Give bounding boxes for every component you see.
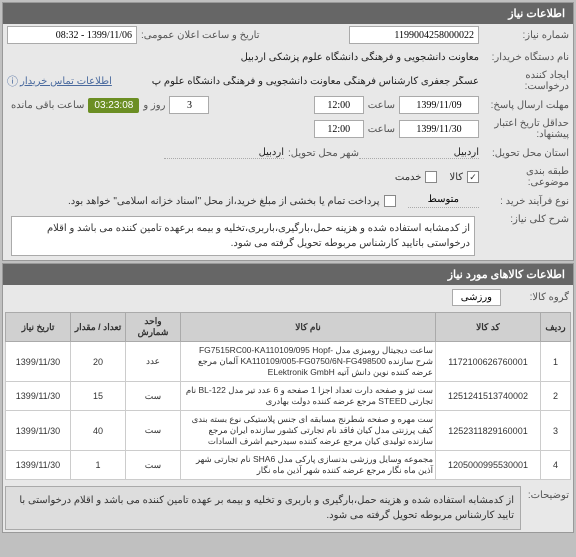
buyer-label: نام دستگاه خریدار: <box>479 52 569 63</box>
need-number-label: شماره نیاز: <box>479 30 569 41</box>
cell-code: 1252311829160001 <box>436 411 541 451</box>
creator-value: عسگر جعفری کارشناس فرهنگی معاونت دانشجوی… <box>112 76 479 87</box>
table-row[interactable]: 41205000995530001مجموعه وسایل ورزشی بدنس… <box>6 451 571 480</box>
cell-date: 1399/11/30 <box>6 382 71 411</box>
countdown-timer: 03:23:08 <box>88 98 139 113</box>
cell-unit: ست <box>126 451 181 480</box>
service-checkbox-item[interactable]: خدمت <box>395 171 438 183</box>
service-checkbox-label: خدمت <box>395 172 422 183</box>
service-checkbox[interactable] <box>425 171 437 183</box>
days-label: روز و <box>139 100 169 111</box>
group-value: ورزشی <box>452 289 501 306</box>
cell-idx: 2 <box>541 382 571 411</box>
process-label: نوع فرآیند خرید : <box>479 196 569 207</box>
process-checkbox[interactable] <box>384 195 396 207</box>
creator-label: ایجاد کننده درخواست: <box>479 70 569 92</box>
city-label: شهر محل تحویل: <box>284 148 359 159</box>
cell-idx: 1 <box>541 342 571 382</box>
process-desc: پرداخت تمام یا بخشی از مبلغ خرید،از محل … <box>68 196 380 207</box>
table-row[interactable]: 11172100626760001ساعت دیجیتال رومیزی مدل… <box>6 342 571 382</box>
cell-idx: 4 <box>541 451 571 480</box>
cell-qty: 1 <box>71 451 126 480</box>
days-input[interactable] <box>169 96 209 114</box>
deadline-time-input[interactable] <box>314 96 364 114</box>
time-label-2: ساعت <box>364 124 399 135</box>
validity-time-input[interactable] <box>314 120 364 138</box>
cell-name: ست تیز و صفحه دارت تعداد اجزا 1 صفحه و 6… <box>181 382 436 411</box>
time-label-1: ساعت <box>364 100 399 111</box>
col-idx: ردیف <box>541 313 571 342</box>
table-row[interactable]: 31252311829160001ست مهره و صفحه شطرنج مس… <box>6 411 571 451</box>
process-checkbox-item[interactable]: پرداخت تمام یا بخشی از مبلغ خرید،از محل … <box>68 195 396 207</box>
process-value: متوسط <box>408 194 479 208</box>
province-value: اردبیل <box>359 147 479 159</box>
cell-unit: ست <box>126 411 181 451</box>
need-info-header: اطلاعات نیاز <box>3 3 573 24</box>
col-date: تاریخ نیاز <box>6 313 71 342</box>
province-label: استان محل تحویل: <box>479 148 569 159</box>
info-icon: ⓘ <box>7 73 18 89</box>
table-header-row: ردیف کد کالا نام کالا واحد شمارش تعداد /… <box>6 313 571 342</box>
announce-label: تاریخ و ساعت اعلان عمومی: <box>137 30 260 41</box>
cell-date: 1399/11/30 <box>6 411 71 451</box>
col-name: نام کالا <box>181 313 436 342</box>
items-table-container: ردیف کد کالا نام کالا واحد شمارش تعداد /… <box>5 312 571 480</box>
cell-qty: 40 <box>71 411 126 451</box>
items-table: ردیف کد کالا نام کالا واحد شمارش تعداد /… <box>5 312 571 480</box>
announce-input[interactable] <box>7 26 137 44</box>
main-desc-box: از کدمشابه استفاده شده و هزینه حمل،بارگی… <box>11 216 475 256</box>
cell-code: 1205000995530001 <box>436 451 541 480</box>
main-desc-label: شرح کلی نیاز: <box>479 214 569 225</box>
cell-unit: عدد <box>126 342 181 382</box>
city-value: اردبیل <box>164 147 284 159</box>
cell-name: مجموعه وسایل ورزشی بدنسازی پارکی مدل SHA… <box>181 451 436 480</box>
col-code: کد کالا <box>436 313 541 342</box>
cell-unit: ست <box>126 382 181 411</box>
items-header: اطلاعات کالاهای مورد نیاز <box>3 264 573 285</box>
cell-qty: 20 <box>71 342 126 382</box>
col-qty: تعداد / مقدار <box>71 313 126 342</box>
need-number-input[interactable] <box>349 26 479 44</box>
goods-checkbox[interactable] <box>467 171 479 183</box>
category-label: طبقه بندی موضوعی: <box>479 166 569 188</box>
cell-name: ست مهره و صفحه شطرنج مسابقه ای جنس پلاست… <box>181 411 436 451</box>
cell-date: 1399/11/30 <box>6 342 71 382</box>
cell-idx: 3 <box>541 411 571 451</box>
items-panel: اطلاعات کالاهای مورد نیاز گروه کالا: ورز… <box>2 263 574 533</box>
contact-link[interactable]: اطلاعات تماس خریدار <box>20 76 112 87</box>
footer-label: توضیحات: <box>523 484 573 507</box>
buyer-value: معاونت دانشجویی و فرهنگی دانشگاه علوم پز… <box>7 52 479 63</box>
col-unit: واحد شمارش <box>126 313 181 342</box>
footer-note: از کدمشابه استفاده شده و هزینه حمل،بارگی… <box>5 486 521 530</box>
need-info-panel: اطلاعات نیاز شماره نیاز: تاریخ و ساعت اع… <box>2 2 574 261</box>
validity-date-input[interactable] <box>399 120 479 138</box>
table-row[interactable]: 21251241513740002ست تیز و صفحه دارت تعدا… <box>6 382 571 411</box>
group-label: گروه کالا: <box>509 292 569 303</box>
remain-label: ساعت باقی مانده <box>7 100 88 111</box>
validity-label: حداقل تاریخ اعتبار پیشنهاد: <box>479 118 569 140</box>
deadline-date-input[interactable] <box>399 96 479 114</box>
cell-code: 1172100626760001 <box>436 342 541 382</box>
cell-date: 1399/11/30 <box>6 451 71 480</box>
cell-code: 1251241513740002 <box>436 382 541 411</box>
cell-qty: 15 <box>71 382 126 411</box>
goods-checkbox-item[interactable]: کالا <box>449 171 479 183</box>
deadline-label: مهلت ارسال پاسخ: <box>479 100 569 111</box>
goods-checkbox-label: کالا <box>449 172 463 183</box>
cell-name: ساعت دیجیتال رومیزی مدل -FG7515RC00-KA11… <box>181 342 436 382</box>
